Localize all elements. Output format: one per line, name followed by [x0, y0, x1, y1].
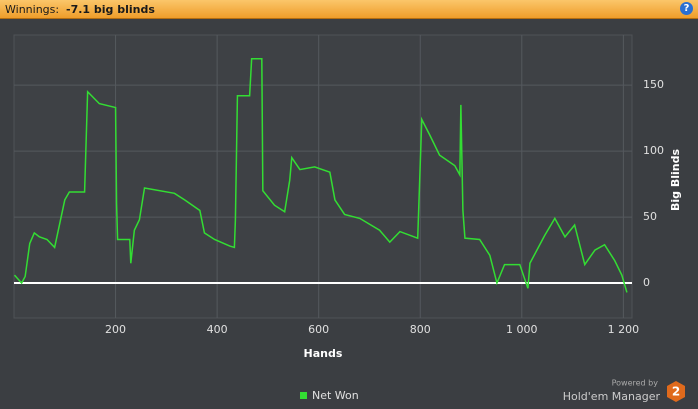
y-tick-label: 0 [643, 276, 650, 289]
powered-by: Powered by [612, 379, 659, 388]
logo-text: 2 [672, 385, 680, 399]
y-tick-label: 150 [643, 78, 664, 91]
x-tick-label: 600 [308, 323, 329, 336]
x-axis-title: Hands [304, 347, 343, 360]
x-tick-label: 800 [410, 323, 431, 336]
x-tick-label: 400 [207, 323, 228, 336]
x-tick-label: 200 [105, 323, 126, 336]
plot-area [13, 34, 633, 319]
logo [667, 381, 685, 402]
x-tick-label: 1 200 [608, 323, 640, 336]
legend-label[interactable]: Net Won [312, 389, 359, 402]
header-label: Winnings: [5, 3, 60, 16]
series-line [13, 57, 628, 293]
y-tick-label: 50 [643, 210, 657, 223]
y-axis-title: Big Blinds [669, 149, 682, 211]
header-value: -7.1 big blinds [66, 3, 155, 16]
help-icon[interactable]: ? [680, 2, 693, 15]
brand: Hold'em Manager [563, 390, 661, 403]
x-tick-label: 1 000 [506, 323, 538, 336]
legend-swatch [300, 392, 307, 399]
header-bar: Winnings: -7.1 big blinds ? [0, 0, 698, 19]
y-tick-label: 100 [643, 144, 664, 157]
